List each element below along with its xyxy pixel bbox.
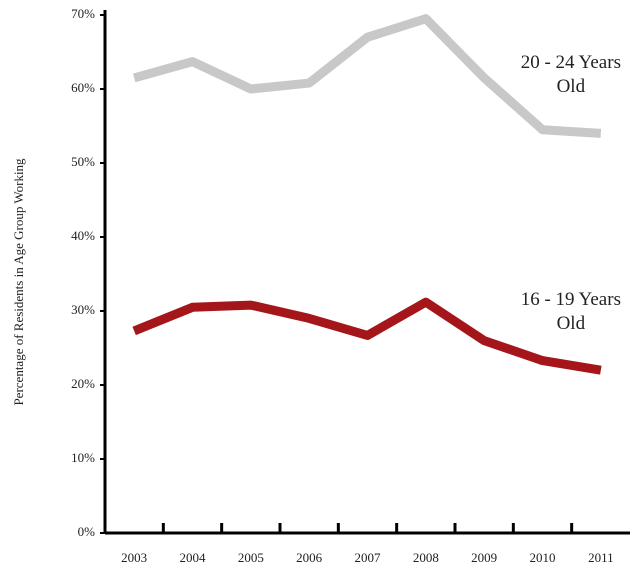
- y-tick-label: 50%: [71, 154, 95, 169]
- y-tick-label: 0%: [78, 524, 96, 539]
- y-tick-label: 20%: [71, 376, 95, 391]
- x-tick-label: 2006: [296, 550, 323, 565]
- series-label: 16 - 19 Years Old: [520, 289, 621, 335]
- x-tick-label: 2008: [413, 550, 439, 565]
- series-line: [132, 14, 602, 138]
- y-tick-label: 40%: [71, 228, 95, 243]
- x-tick-label: 2009: [471, 550, 497, 565]
- x-tick-label: 2010: [530, 550, 556, 565]
- x-tick-label: 2011: [588, 550, 614, 565]
- series-label: 20 - 24 Years Old: [520, 52, 621, 98]
- y-tick-label: 70%: [71, 6, 95, 21]
- x-tick-label: 2005: [238, 550, 264, 565]
- y-tick-label: 60%: [71, 80, 95, 95]
- y-tick-label: 30%: [71, 302, 95, 317]
- series-line: [132, 297, 602, 375]
- x-tick-label: 2003: [121, 550, 147, 565]
- y-axis-label: Percentage of Residents in Age Group Wor…: [11, 158, 26, 406]
- x-tick-label: 2007: [355, 550, 382, 565]
- x-tick-label: 2004: [180, 550, 207, 565]
- y-tick-label: 10%: [71, 450, 95, 465]
